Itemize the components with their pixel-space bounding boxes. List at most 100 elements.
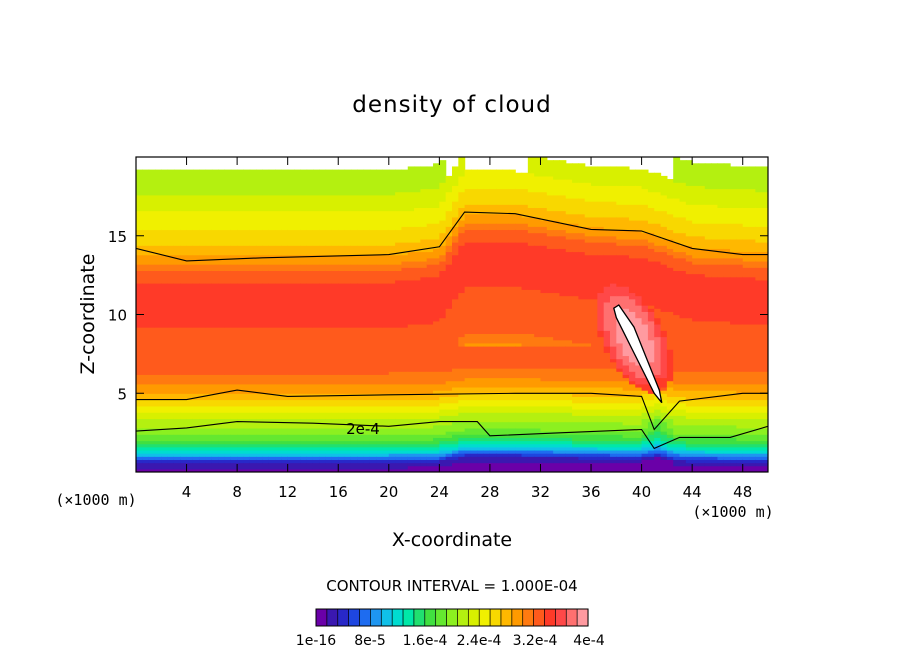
- contour-fill-cell: [414, 279, 421, 325]
- contour-fill-cell: [388, 283, 396, 328]
- contour-fill-cell: [363, 264, 371, 271]
- contour-fill-cell: [256, 443, 263, 448]
- contour-fill-cell: [331, 459, 339, 464]
- contour-fill-cell: [755, 440, 763, 445]
- contour-fill-cell: [205, 245, 213, 256]
- contour-fill-cell: [521, 229, 529, 243]
- contour-fill-cell: [173, 405, 181, 413]
- contour-fill-cell: [186, 270, 194, 284]
- contour-fill-cell: [534, 226, 542, 234]
- contour-fill-cell: [603, 443, 611, 448]
- contour-fill-cell: [603, 415, 611, 423]
- contour-fill-cell: [730, 453, 737, 457]
- contour-fill-cell: [540, 431, 548, 435]
- contour-fill-cell: [483, 412, 491, 423]
- contour-fill-cell: [628, 396, 636, 404]
- contour-fill-cell: [382, 254, 390, 265]
- contour-fill-cell: [749, 440, 756, 445]
- contour-fill-cell: [717, 405, 725, 413]
- contour-fill-cell: [256, 468, 263, 472]
- contour-fill-cell: [755, 226, 763, 243]
- contour-fill-cell: [616, 449, 624, 454]
- contour-fill-cell: [540, 191, 548, 208]
- contour-fill-cell: [350, 399, 358, 407]
- contour-fill-cell: [395, 453, 403, 457]
- contour-fill-cell: [142, 456, 150, 460]
- contour-fill-cell: [610, 185, 617, 202]
- contour-fill-cell: [717, 264, 725, 278]
- contour-fill-cell: [635, 305, 643, 319]
- contour-fill-cell: [294, 229, 301, 246]
- contour-fill-cell: [717, 223, 725, 240]
- contour-fill-cell: [591, 453, 598, 457]
- contour-fill-cell: [211, 459, 219, 464]
- contour-fill-cell: [470, 440, 478, 445]
- contour-fill-cell: [142, 210, 150, 231]
- contour-fill-cell: [489, 427, 497, 435]
- contour-fill-cell: [192, 418, 200, 429]
- contour-fill-cell: [698, 424, 706, 435]
- contour-fill-cell: [325, 453, 333, 457]
- contour-fill-cell: [369, 283, 377, 328]
- contour-fill-cell: [540, 292, 548, 338]
- contour-fill-cell: [711, 453, 719, 457]
- contour-fill-cell: [369, 264, 377, 271]
- contour-fill-cell: [711, 238, 719, 249]
- contour-fill-cell: [218, 210, 226, 231]
- contour-fill-cell: [199, 210, 207, 231]
- contour-fill-cell: [287, 440, 295, 445]
- contour-fill-cell: [382, 399, 390, 407]
- contour-fill-cell: [363, 412, 371, 420]
- contour-fill-cell: [344, 405, 352, 413]
- contour-fill-cell: [685, 399, 693, 407]
- contour-fill-cell: [610, 254, 617, 284]
- x-tick-label: 16: [329, 483, 348, 501]
- contour-fill-cell: [154, 393, 162, 401]
- contour-fill-cell: [369, 456, 377, 460]
- contour-fill-cell: [300, 283, 308, 328]
- contour-fill-cell: [268, 440, 276, 445]
- contour-fill-cell: [312, 453, 320, 457]
- contour-fill-cell: [281, 194, 289, 212]
- contour-fill-cell: [199, 468, 207, 472]
- contour-fill-cell: [679, 396, 687, 404]
- contour-fill-cell: [205, 462, 213, 470]
- contour-fill-cell: [660, 245, 668, 253]
- contour-fill-cell: [616, 421, 624, 432]
- contour-fill-cell: [230, 456, 238, 460]
- contour-fill-cell: [546, 443, 554, 448]
- contour-fill-cell: [331, 229, 339, 246]
- contour-fill-cell: [237, 453, 245, 457]
- contour-fill-cell: [350, 383, 358, 394]
- contour-fill-cell: [357, 418, 365, 429]
- contour-fill-cell: [647, 418, 655, 423]
- contour-fill-cell: [641, 446, 649, 451]
- contour-fill-cell: [161, 283, 169, 328]
- contour-fill-cell: [635, 409, 643, 416]
- contour-fill-cell: [635, 437, 643, 442]
- contour-fill-cell: [730, 465, 737, 472]
- contour-fill-cell: [395, 440, 403, 445]
- contour-fill-cell: [306, 393, 314, 401]
- contour-fill-cell: [458, 446, 466, 451]
- contour-fill-cell: [673, 440, 681, 445]
- contour-fill-cell: [742, 383, 750, 394]
- contour-fill-cell: [742, 434, 750, 442]
- contour-fill-cell: [154, 270, 162, 284]
- contour-fill-cell: [521, 377, 529, 388]
- contour-fill-cell: [154, 245, 162, 256]
- contour-fill-cell: [489, 333, 497, 344]
- contour-fill-cell: [546, 393, 554, 401]
- contour-fill-cell: [325, 264, 333, 271]
- contour-fill-cell: [319, 434, 327, 442]
- contour-fill-cell: [243, 283, 251, 328]
- contour-fill-cell: [464, 453, 472, 457]
- contour-fill-cell: [249, 449, 257, 454]
- contour-fill-cell: [755, 453, 763, 457]
- contour-fill-cell: [685, 160, 693, 186]
- contour-fill-cell: [736, 251, 744, 259]
- contour-fill-cell: [477, 393, 485, 401]
- contour-fill-cell: [262, 399, 270, 407]
- contour-fill-cell: [224, 449, 232, 454]
- contour-fill-cell: [319, 283, 327, 328]
